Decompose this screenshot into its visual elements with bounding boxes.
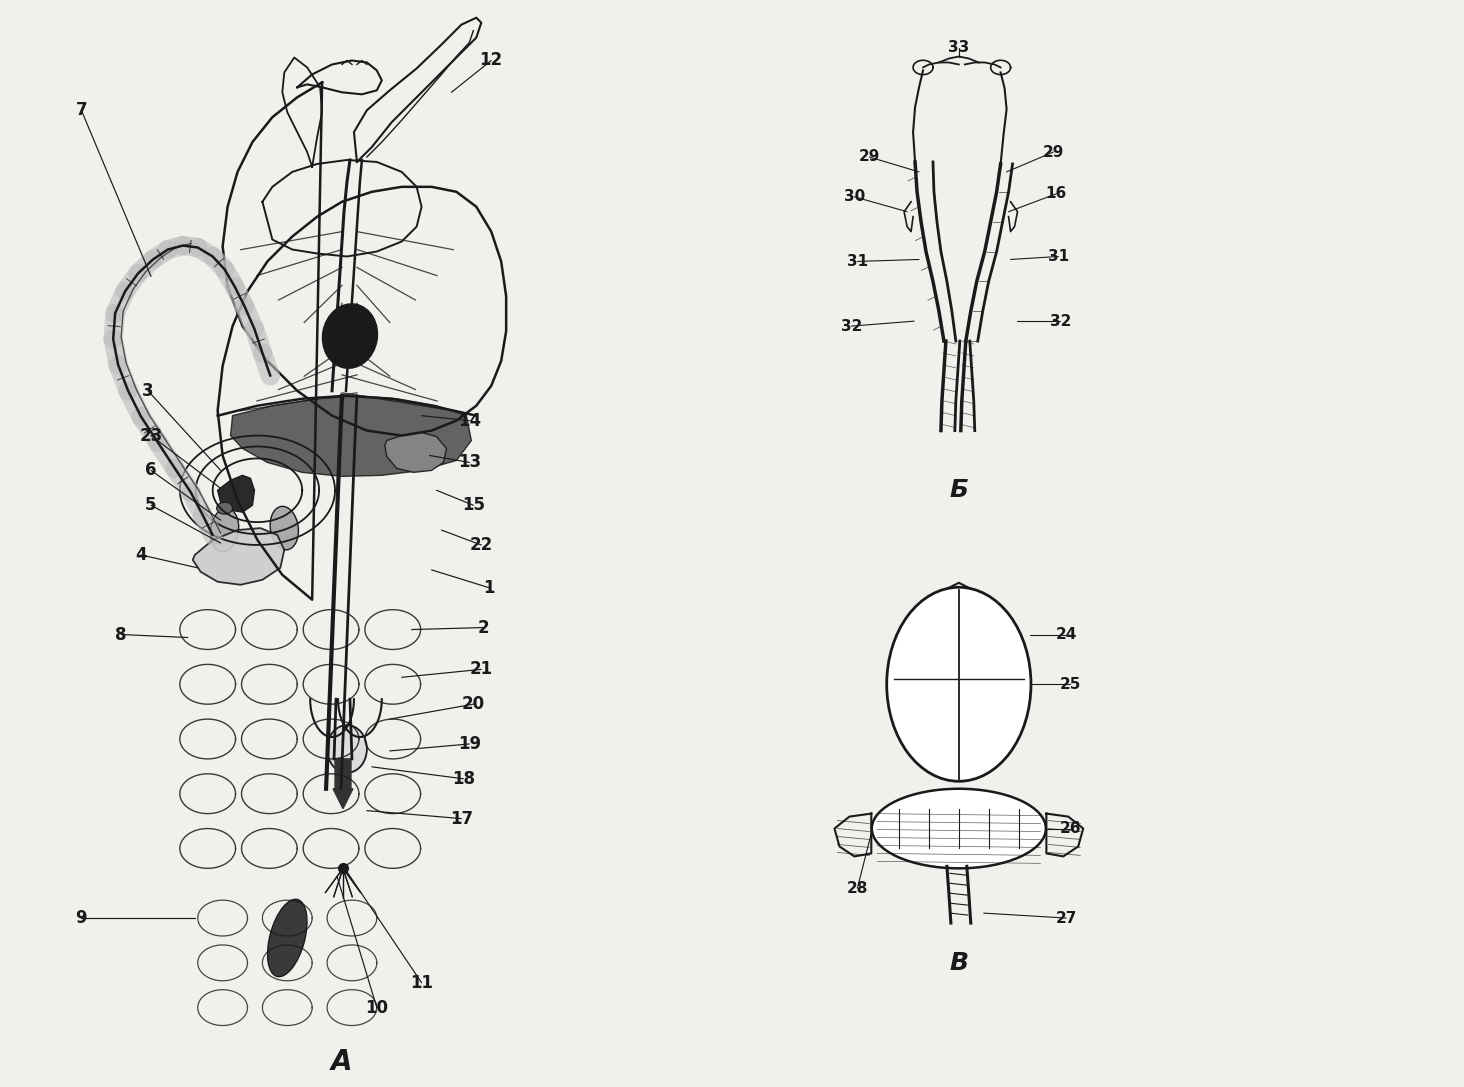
Text: 14: 14 [458,412,480,429]
Text: 29: 29 [1042,145,1064,160]
Text: 31: 31 [846,254,868,268]
Text: 21: 21 [470,661,493,678]
Text: 11: 11 [410,974,433,991]
Ellipse shape [268,899,307,977]
FancyArrow shape [332,759,353,809]
Text: 1: 1 [483,578,495,597]
Text: 7: 7 [76,101,88,120]
Ellipse shape [271,507,299,550]
Ellipse shape [322,304,378,368]
Polygon shape [193,528,284,585]
Text: 32: 32 [1050,314,1072,328]
Text: 20: 20 [461,696,485,713]
Text: 8: 8 [116,625,127,644]
Text: 31: 31 [1048,249,1069,264]
Text: 13: 13 [458,453,480,472]
Text: 27: 27 [1056,911,1078,925]
Text: 18: 18 [452,770,474,788]
Text: 26: 26 [1060,821,1080,836]
Text: A: A [331,1048,353,1076]
Ellipse shape [211,509,239,552]
Text: 5: 5 [145,496,157,514]
Text: 10: 10 [366,999,388,1016]
Polygon shape [218,475,255,512]
Text: 9: 9 [76,909,88,927]
Polygon shape [385,433,447,473]
Text: 29: 29 [858,150,880,164]
Text: 33: 33 [949,40,969,55]
Text: 32: 32 [840,318,862,334]
Text: 25: 25 [1060,677,1080,691]
Ellipse shape [326,725,367,773]
Text: 15: 15 [461,496,485,514]
Text: 23: 23 [139,426,163,445]
Text: 6: 6 [145,461,157,479]
Ellipse shape [871,789,1045,869]
Text: 19: 19 [458,735,480,753]
Text: 12: 12 [480,51,502,70]
Text: 22: 22 [470,536,493,554]
Polygon shape [230,396,471,476]
Ellipse shape [887,587,1031,782]
Text: 16: 16 [1045,186,1067,201]
Ellipse shape [217,502,233,514]
Text: 30: 30 [843,189,865,204]
Text: 17: 17 [449,810,473,827]
Text: 28: 28 [846,880,868,896]
Text: 24: 24 [1056,627,1078,642]
Text: 3: 3 [142,382,154,400]
Text: Б: Б [949,478,968,502]
Text: 4: 4 [135,546,146,564]
Text: 2: 2 [477,619,489,637]
Text: B: B [949,951,968,975]
